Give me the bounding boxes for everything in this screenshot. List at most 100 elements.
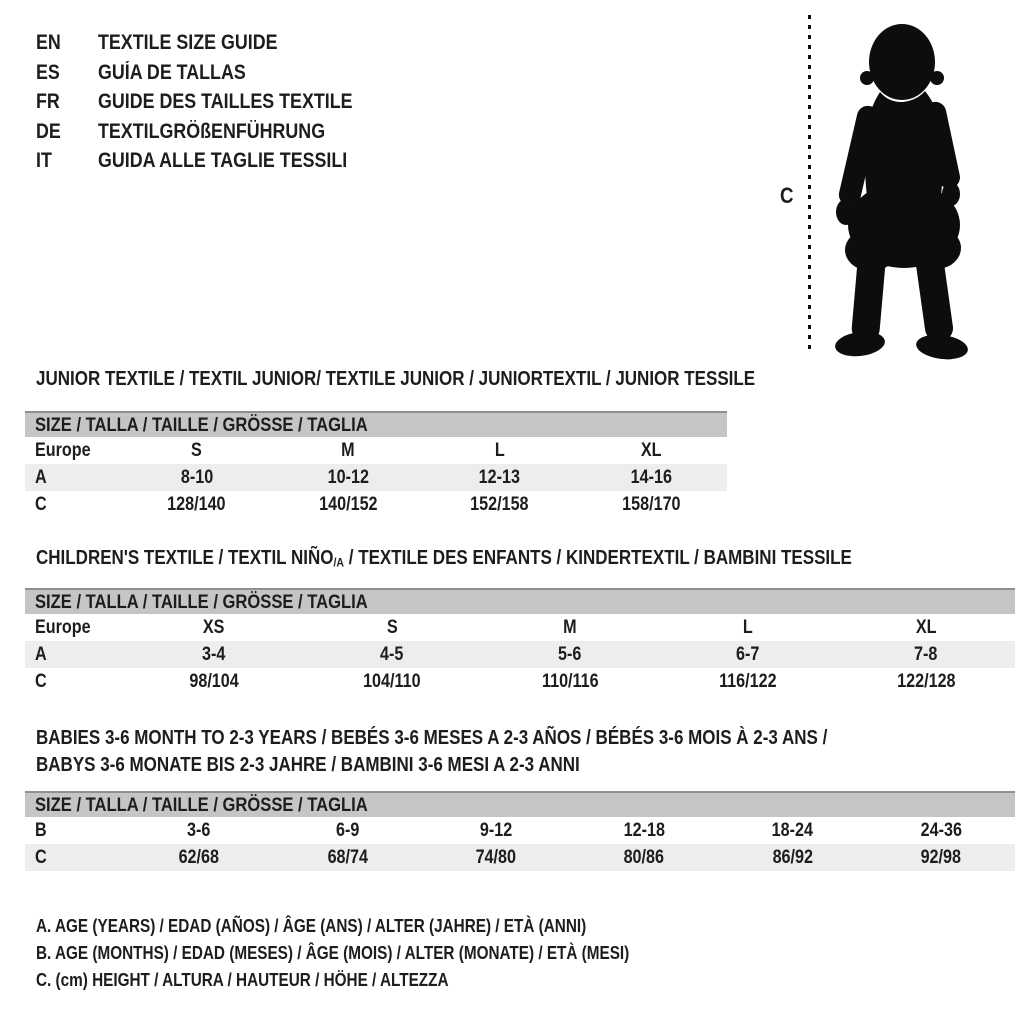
size-cell: 62/68 <box>125 847 273 869</box>
size-cell: 3-4 <box>125 644 303 666</box>
babies-section-title-line1: BABIES 3-6 MONTH TO 2-3 YEARS / BEBÉS 3-… <box>36 727 828 749</box>
size-cell-text: 116/122 <box>719 670 777 692</box>
language-code: EN <box>36 28 98 58</box>
language-guide-title-text: GUÍA DE TALLAS <box>98 60 246 84</box>
size-cell-text: 3-4 <box>202 643 226 665</box>
size-cell-text: 110/116 <box>541 670 599 692</box>
language-guide-title-text: GUIDA ALLE TAGLIE TESSILI <box>98 149 348 172</box>
size-cell-text: 12-13 <box>479 466 521 488</box>
size-cell-text: S <box>386 616 398 638</box>
junior-row-europe: Europe S M L XL <box>25 437 727 464</box>
size-cell-text: M <box>563 616 577 638</box>
junior-section-title: JUNIOR TEXTILE / TEXTIL JUNIOR/ TEXTILE … <box>36 368 882 391</box>
language-row: DE TEXTILGRÖßENFÜHRUNG <box>36 117 397 147</box>
size-cell: XL <box>576 440 728 462</box>
size-cell: M <box>481 617 659 639</box>
language-row: FR GUIDE DES TAILLES TEXTILE <box>36 87 397 117</box>
language-code-text: IT <box>36 149 52 172</box>
language-code: IT <box>36 146 98 176</box>
size-header-row: SIZE / TALLA / TAILLE / GRÖSSE / TAGLIA <box>25 588 1015 614</box>
size-cell-text: 86/92 <box>772 846 813 868</box>
size-cell: 74/80 <box>422 847 570 869</box>
children-row-age: A 3-4 4-5 5-6 6-7 7-8 <box>25 641 1015 668</box>
toddler-silhouette-icon <box>835 24 968 360</box>
footnote-b-text: B. AGE (MONTHS) / EDAD (MESES) / ÂGE (MO… <box>36 943 630 963</box>
size-cell: 9-12 <box>422 820 570 842</box>
language-guide-title: GUÍA DE TALLAS <box>98 58 272 88</box>
size-cell: 158/170 <box>576 494 728 516</box>
row-label: C <box>25 494 121 516</box>
size-cell: 110/116 <box>481 671 659 693</box>
height-label-c: C <box>780 183 796 209</box>
language-code-text: FR <box>36 90 60 113</box>
language-row: EN TEXTILE SIZE GUIDE <box>36 28 397 58</box>
footnote-b: B. AGE (MONTHS) / EDAD (MESES) / ÂGE (MO… <box>36 940 734 967</box>
language-guide-title: TEXTILGRÖßENFÜHRUNG <box>98 117 365 147</box>
size-cell: L <box>659 617 837 639</box>
size-cell: S <box>303 617 481 639</box>
row-label: C <box>25 671 125 693</box>
language-code: ES <box>36 58 98 88</box>
size-cell: 10-12 <box>273 467 425 489</box>
row-label-text: C <box>35 670 47 692</box>
size-cell: 140/152 <box>273 494 425 516</box>
language-guide-title-text: TEXTILGRÖßENFÜHRUNG <box>98 119 326 143</box>
size-cell: 7-8 <box>837 644 1015 666</box>
junior-section-title-text: JUNIOR TEXTILE / TEXTIL JUNIOR/ TEXTILE … <box>36 368 756 390</box>
size-cell: 5-6 <box>481 644 659 666</box>
children-section-title: CHILDREN'S TEXTILE / TEXTIL NIÑO/A / TEX… <box>36 547 996 575</box>
height-measure-dotted-line <box>808 15 811 355</box>
size-cell-text: 12-18 <box>623 819 665 841</box>
children-section-title-text: CHILDREN'S TEXTILE / TEXTIL NIÑO/A / TEX… <box>36 547 852 575</box>
row-label: C <box>25 847 125 869</box>
size-header-label: SIZE / TALLA / TAILLE / GRÖSSE / TAGLIA <box>35 413 368 436</box>
size-cell-text: XS <box>203 616 225 638</box>
language-code-text: EN <box>36 31 61 54</box>
language-title-list: EN TEXTILE SIZE GUIDE ES GUÍA DE TALLAS … <box>36 28 397 176</box>
size-cell: 3-6 <box>125 820 273 842</box>
size-cell: 104/110 <box>303 671 481 693</box>
size-cell-text: 74/80 <box>475 846 517 868</box>
size-cell-text: L <box>743 616 753 638</box>
size-cell: 8-10 <box>121 467 273 489</box>
size-cell-text: 128/140 <box>167 493 226 515</box>
footnote-a-text: A. AGE (YEARS) / EDAD (AÑOS) / ÂGE (ANS)… <box>36 916 587 936</box>
size-cell: 116/122 <box>659 671 837 693</box>
size-cell-text: 104/110 <box>363 670 421 692</box>
language-row: ES GUÍA DE TALLAS <box>36 58 397 88</box>
language-guide-title: TEXTILE SIZE GUIDE <box>98 28 309 58</box>
footnote-a: A. AGE (YEARS) / EDAD (AÑOS) / ÂGE (ANS)… <box>36 913 734 940</box>
language-code-text: ES <box>36 60 60 84</box>
size-cell-text: 14-16 <box>630 466 672 488</box>
size-cell: 86/92 <box>718 847 866 869</box>
children-size-table: SIZE / TALLA / TAILLE / GRÖSSE / TAGLIA … <box>25 588 1015 695</box>
size-cell-text: L <box>494 439 505 461</box>
size-cell-text: 3-6 <box>187 819 211 841</box>
size-cell: S <box>121 440 273 462</box>
babies-size-table: SIZE / TALLA / TAILLE / GRÖSSE / TAGLIA … <box>25 791 1015 871</box>
children-title-post: / TEXTILE DES ENFANTS / KINDERTEXTIL / B… <box>344 547 852 569</box>
size-cell-text: 4-5 <box>380 643 404 665</box>
size-cell-text: 18-24 <box>771 819 814 841</box>
size-cell: XL <box>837 617 1015 639</box>
children-title-sub: /A <box>333 555 345 570</box>
row-label-text: A <box>35 466 47 488</box>
size-cell: 122/128 <box>837 671 1015 693</box>
size-header-label: SIZE / TALLA / TAILLE / GRÖSSE / TAGLIA <box>35 590 368 613</box>
size-header-row: SIZE / TALLA / TAILLE / GRÖSSE / TAGLIA <box>25 411 727 437</box>
size-header-row: SIZE / TALLA / TAILLE / GRÖSSE / TAGLIA <box>25 791 1015 817</box>
size-cell-text: 98/104 <box>189 670 239 692</box>
size-cell-text: 8-10 <box>180 466 213 488</box>
size-cell-text: XL <box>640 439 662 461</box>
size-cell: 18-24 <box>718 820 866 842</box>
row-label-text: Europe <box>35 439 91 461</box>
size-cell-text: 122/128 <box>896 670 956 692</box>
size-cell-text: 10-12 <box>327 466 369 488</box>
row-label-text: Europe <box>35 616 91 638</box>
language-row: IT GUIDA ALLE TAGLIE TESSILI <box>36 146 397 176</box>
row-label-text: C <box>35 493 47 515</box>
size-cell-text: 92/98 <box>920 846 962 868</box>
babies-section-title-line2: BABYS 3-6 MONATE BIS 2-3 JAHRE / BAMBINI… <box>36 754 580 776</box>
size-cell: 68/74 <box>273 847 421 869</box>
size-cell: 6-9 <box>273 820 421 842</box>
